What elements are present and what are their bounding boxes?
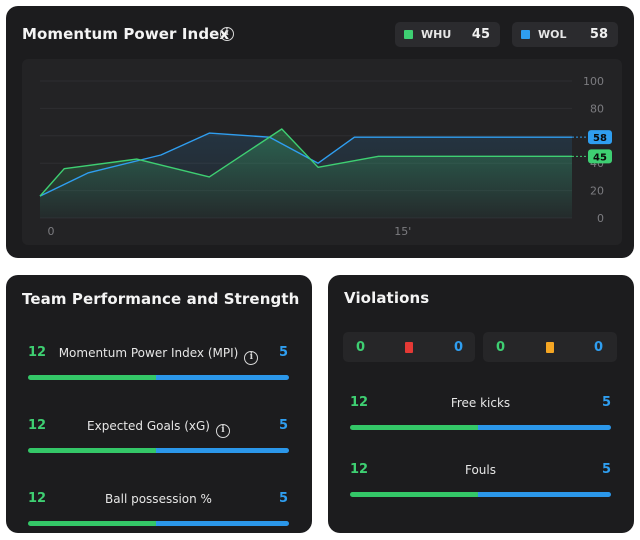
yellow-cards-left: 0 [496, 340, 506, 355]
stat-bar-home [350, 492, 478, 497]
y-tick-label: 100 [583, 75, 604, 88]
stat-comparison-bar [28, 521, 289, 526]
yellow-cards-box: 0 0 [483, 332, 617, 362]
mpi-title: Momentum Power Index [22, 25, 230, 43]
stat-value-home: 12 [28, 491, 47, 506]
end-value-label-whu: 45 [593, 152, 607, 163]
stat-bar-home [28, 448, 156, 453]
stat-bar-home [350, 425, 478, 430]
stat-label-text: Fouls [464, 463, 496, 477]
stat-value-away: 5 [602, 395, 612, 410]
x-tick-label: 0 [48, 225, 55, 238]
stat-label: Expected Goals (xG) i [28, 419, 289, 438]
stat-value-away: 5 [279, 345, 289, 360]
stat-value-away: 5 [279, 418, 289, 433]
red-cards-right: 0 [453, 340, 463, 355]
info-icon[interactable]: i [215, 424, 230, 438]
stat-bar-home [28, 375, 156, 380]
red-cards-left: 0 [356, 340, 366, 355]
performance-title: Team Performance and Strength [22, 290, 300, 308]
yellow-cards-right: 0 [593, 340, 603, 355]
wol-color-swatch [521, 30, 530, 39]
violations-title: Violations [344, 289, 430, 307]
stat-label-text: Expected Goals (xG) [87, 419, 210, 433]
stat-value-home: 12 [28, 418, 47, 433]
stat-label: Momentum Power Index (MPI) i [28, 346, 289, 365]
mpi-card: Momentum Power Index i WHU 45 WOL 58 [6, 6, 634, 258]
end-value-badge-wol [588, 130, 612, 145]
stat-label: Free kicks [350, 396, 611, 410]
y-tick-label: 20 [590, 185, 604, 198]
stat-value-home: 12 [350, 462, 369, 477]
stat-label-text: Momentum Power Index (MPI) [58, 346, 239, 360]
stat-value-home: 12 [28, 345, 47, 360]
stat-bar-away [155, 375, 289, 380]
stat-bar-away [477, 425, 611, 430]
series-line-whu [39, 128, 572, 197]
team-chip-wol[interactable]: WOL 58 [512, 22, 618, 47]
violations-card: Violations 0 0 0 0 Free kicks 12 5 Fouls 12 5 [328, 275, 634, 533]
stat-comparison-bar [28, 375, 289, 380]
stat-label-text: Ball possession % [105, 492, 212, 506]
team-name: WOL [538, 28, 567, 41]
stat-bar-away [477, 492, 611, 497]
stat-value-away: 5 [279, 491, 289, 506]
yellow-card-icon [546, 342, 554, 353]
series-area-whu [40, 129, 572, 218]
team-value: 58 [589, 27, 608, 42]
stat-comparison-bar [28, 448, 289, 453]
end-value-badge-whu [588, 149, 612, 164]
red-card-icon [405, 342, 413, 353]
team-chip-whu[interactable]: WHU 45 [395, 22, 500, 47]
team-value: 45 [471, 27, 490, 42]
stat-comparison-bar [350, 425, 611, 430]
end-value-label-wol: 58 [593, 133, 607, 144]
stat-value-home: 12 [350, 395, 369, 410]
stat-bar-away [155, 448, 289, 453]
stat-label-text: Free kicks [450, 396, 511, 410]
stat-bar-home [28, 521, 156, 526]
y-tick-label: 0 [597, 212, 604, 225]
red-cards-box: 0 0 [343, 332, 475, 362]
whu-color-swatch [404, 30, 413, 39]
y-tick-label: 80 [590, 102, 604, 115]
info-icon[interactable]: i [244, 351, 259, 365]
info-icon[interactable]: i [220, 27, 234, 41]
stat-value-away: 5 [602, 462, 612, 477]
stat-label: Fouls [350, 463, 611, 477]
team-performance-card: Team Performance and Strength Momentum P… [6, 275, 312, 533]
stat-bar-away [155, 521, 289, 526]
team-name: WHU [421, 28, 452, 41]
x-tick-label: 15' [394, 225, 411, 238]
stat-comparison-bar [350, 492, 611, 497]
stat-label: Ball possession % [28, 492, 289, 506]
